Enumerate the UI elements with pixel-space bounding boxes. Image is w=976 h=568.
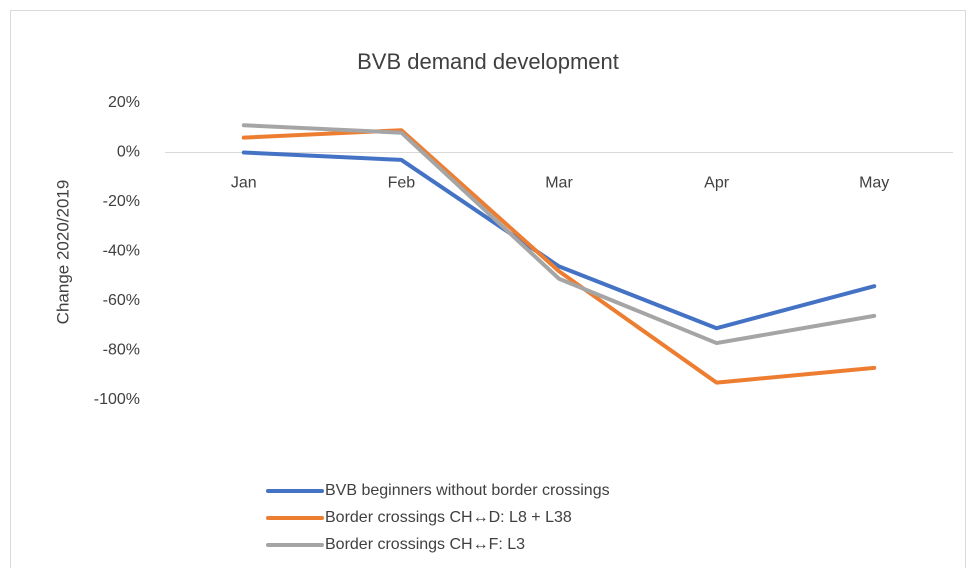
x-tick-label: Mar — [545, 175, 573, 192]
y-tick-label: -20% — [103, 193, 140, 210]
series-line — [241, 150, 877, 331]
legend-label: Border crossings CH↔D: L8 + L38 — [325, 509, 572, 526]
chart-title: BVB demand development — [357, 49, 619, 74]
y-tick-label: 20% — [108, 94, 140, 111]
x-tick-label: May — [859, 175, 889, 192]
legend-label: Border crossings CH↔F: L3 — [325, 536, 525, 553]
series-line — [241, 123, 877, 346]
chart-frame — [10, 10, 966, 568]
x-tick-label: Apr — [704, 175, 730, 192]
legend-label: BVB beginners without border crossings — [325, 482, 610, 499]
x-tick-label: Jan — [231, 175, 257, 192]
y-tick-label: 0% — [117, 144, 140, 161]
y-tick-label: -40% — [103, 243, 140, 260]
series-line — [241, 128, 877, 385]
y-axis-title: Change 2020/2019 — [53, 180, 72, 325]
y-tick-label: -100% — [94, 391, 140, 408]
y-tick-label: -80% — [103, 342, 140, 359]
y-tick-label: -60% — [103, 292, 140, 309]
x-tick-label: Feb — [388, 175, 416, 192]
